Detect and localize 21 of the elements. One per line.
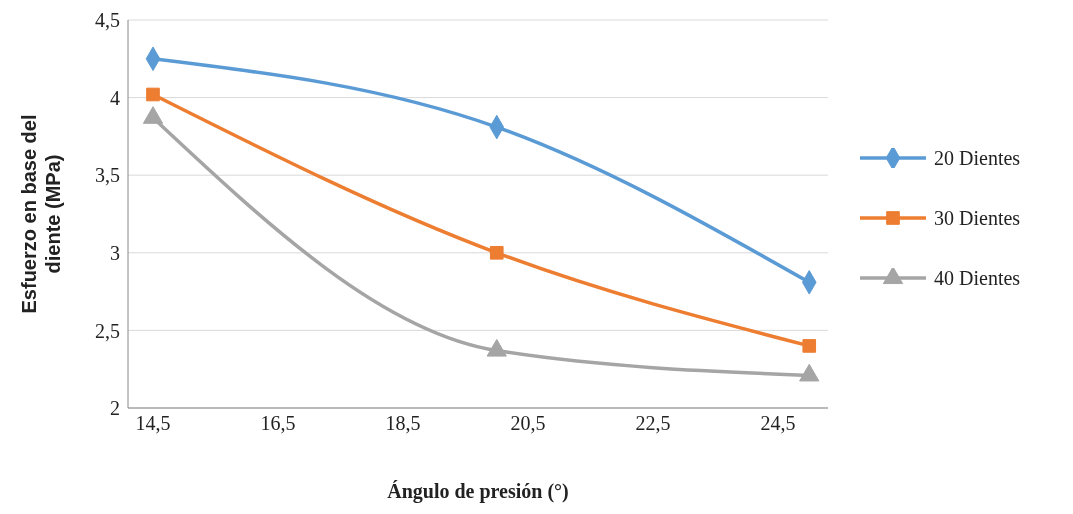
x-tick-label: 14,5 [135,412,171,435]
x-tick-label: 22,5 [635,412,671,435]
y-tick-label: 2 [110,397,120,420]
x-axis-title: Ángulo de presión (°) [387,480,569,503]
point [799,363,820,382]
x-tick-label: 20,5 [510,412,546,435]
point [489,245,504,260]
legend-label: 40 Dientes [934,266,1021,290]
legend-label: 20 Dientes [934,146,1021,170]
y-tick-label: 3 [110,241,120,264]
y-tick-label: 3,5 [95,164,120,187]
x-tick-label: 18,5 [385,412,421,435]
legend-label: 30 Dientes [934,206,1021,230]
y-axis-title: Esfuerzo en base del diente (MPa) [18,114,64,314]
x-tick-label: 24,5 [760,412,796,435]
y-tick-label: 2,5 [95,319,120,342]
y-tick-label: 4 [110,86,120,109]
x-tick-label: 16,5 [260,412,296,435]
point [146,87,160,102]
point [802,339,817,353]
y-tick-label: 4,5 [95,9,120,32]
